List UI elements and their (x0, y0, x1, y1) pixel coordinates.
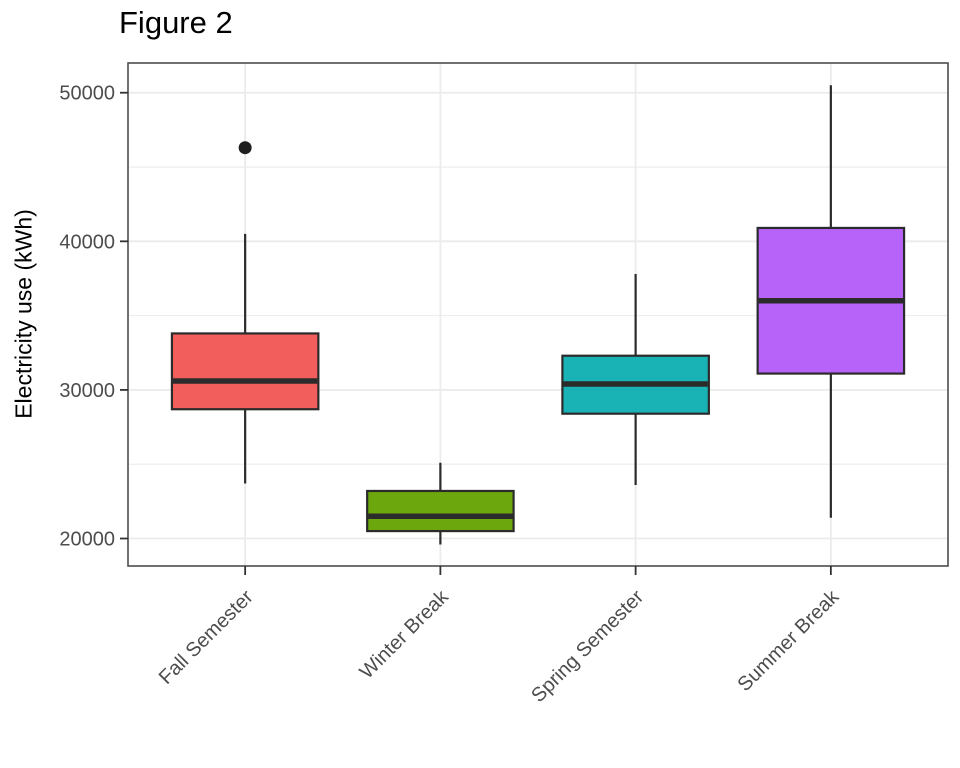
y-tick-label: 20000 (59, 529, 115, 551)
x-tick-label: Winter Break (356, 585, 454, 683)
x-tick-label: Spring Semester (527, 586, 648, 707)
x-tick-label: Summer Break (734, 585, 845, 696)
boxplot-box (366, 489, 515, 533)
y-tick-label: 30000 (59, 380, 115, 402)
outlier-point (238, 141, 252, 155)
boxplot-box (170, 332, 320, 411)
panel-border (127, 62, 949, 567)
x-tick-label: Fall Semester (155, 586, 258, 689)
y-tick-label: 40000 (59, 231, 115, 253)
chart-title: Figure 2 (119, 5, 233, 40)
y-tick-label: 50000 (59, 83, 115, 105)
